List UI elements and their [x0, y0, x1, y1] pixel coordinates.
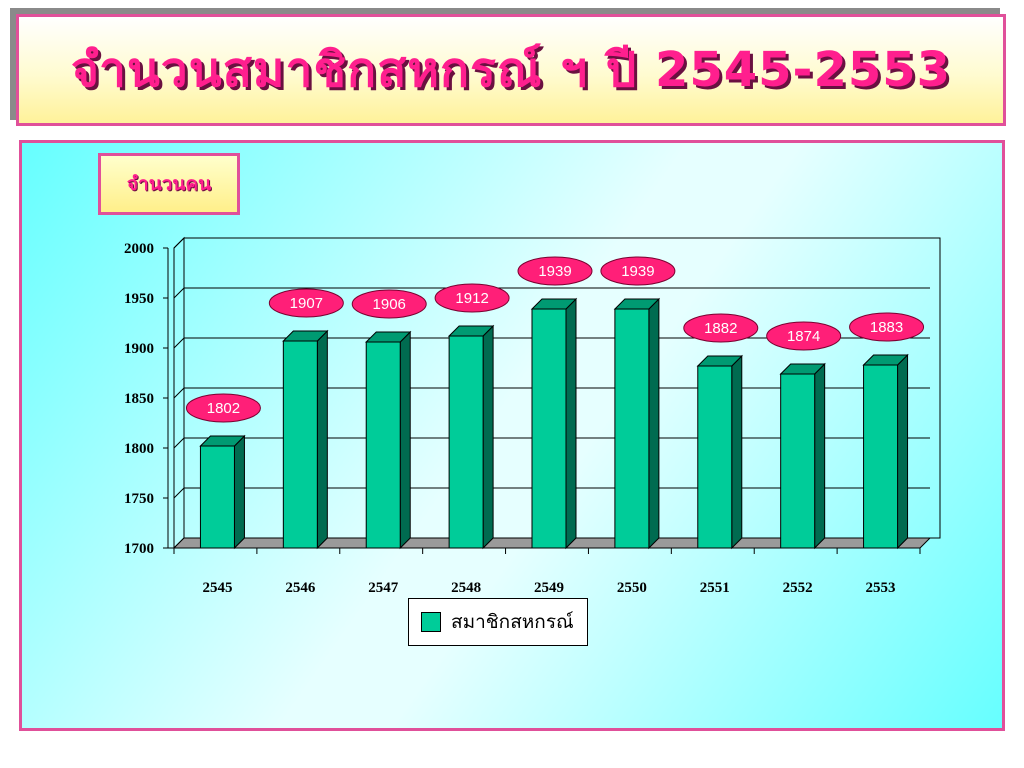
x-tick-label: 2545: [202, 580, 232, 596]
y-tick-label: 1800: [124, 441, 154, 457]
bar-side: [897, 353, 909, 550]
data-label-bubble: [766, 321, 842, 351]
unit-label-box: จำนวนคน: [98, 153, 240, 215]
y-tick-label: 1900: [124, 341, 154, 357]
bar-side: [565, 297, 577, 550]
x-tick-label: 2551: [700, 580, 730, 596]
data-label-bubble: [268, 288, 344, 318]
data-label: 1883: [870, 319, 903, 336]
bar: [531, 308, 567, 549]
bar-side: [814, 362, 826, 550]
data-label: 1912: [455, 290, 488, 307]
page-title: จำนวนสมาชิกสหกรณ์ ฯ ปี 2545-2553: [70, 42, 952, 98]
bar: [863, 364, 899, 549]
bar: [614, 308, 650, 549]
data-label: 1882: [704, 320, 737, 337]
bar: [282, 340, 318, 549]
bar: [199, 445, 235, 549]
data-label: 1907: [290, 295, 323, 312]
title-banner: จำนวนสมาชิกสหกรณ์ ฯ ปี 2545-2553: [16, 14, 1006, 126]
y-tick-label: 1950: [124, 291, 154, 307]
x-tick-label: 2546: [285, 580, 316, 596]
data-label: 1802: [207, 400, 240, 417]
y-tick-label: 2000: [124, 241, 154, 257]
x-tick-label: 2550: [617, 580, 647, 596]
unit-label: จำนวนคน: [126, 173, 212, 195]
legend-swatch: [421, 612, 441, 632]
bar-side: [399, 330, 411, 550]
y-tick-label: 1700: [124, 541, 154, 557]
data-label-bubble: [683, 313, 759, 343]
gridline-side: [173, 487, 185, 499]
bar-side: [233, 434, 245, 550]
data-label-bubble: [351, 289, 427, 319]
bar: [697, 365, 733, 549]
data-label-bubble: [600, 256, 676, 286]
gridline-side: [173, 287, 185, 299]
legend: สมาชิกสหกรณ์: [408, 598, 588, 646]
x-tick-label: 2548: [451, 580, 481, 596]
bar: [780, 373, 816, 549]
bar: [448, 335, 484, 549]
x-tick-label: 2547: [368, 580, 399, 596]
data-label-bubble: [849, 312, 925, 342]
gridline-side: [173, 387, 185, 399]
data-label: 1939: [621, 263, 654, 280]
y-tick-label: 1750: [124, 491, 154, 507]
bar-side: [316, 329, 328, 550]
data-label-bubble: [434, 283, 510, 313]
gridline-side: [173, 437, 185, 449]
data-label-bubble: [185, 393, 261, 423]
y-tick-label: 1850: [124, 391, 154, 407]
data-label: 1939: [538, 263, 571, 280]
bar-side: [731, 354, 743, 550]
data-label: 1906: [373, 296, 406, 313]
legend-label: สมาชิกสหกรณ์: [451, 611, 574, 633]
data-label-bubble: [517, 256, 593, 286]
x-tick-label: 2553: [866, 580, 896, 596]
bar-side: [482, 324, 494, 550]
x-tick-label: 2552: [783, 580, 813, 596]
gridline-side: [173, 337, 185, 349]
bar-side: [648, 297, 660, 550]
x-tick-label: 2549: [534, 580, 564, 596]
bar: [365, 341, 401, 549]
data-label: 1874: [787, 328, 820, 345]
gridline-side: [173, 237, 185, 249]
